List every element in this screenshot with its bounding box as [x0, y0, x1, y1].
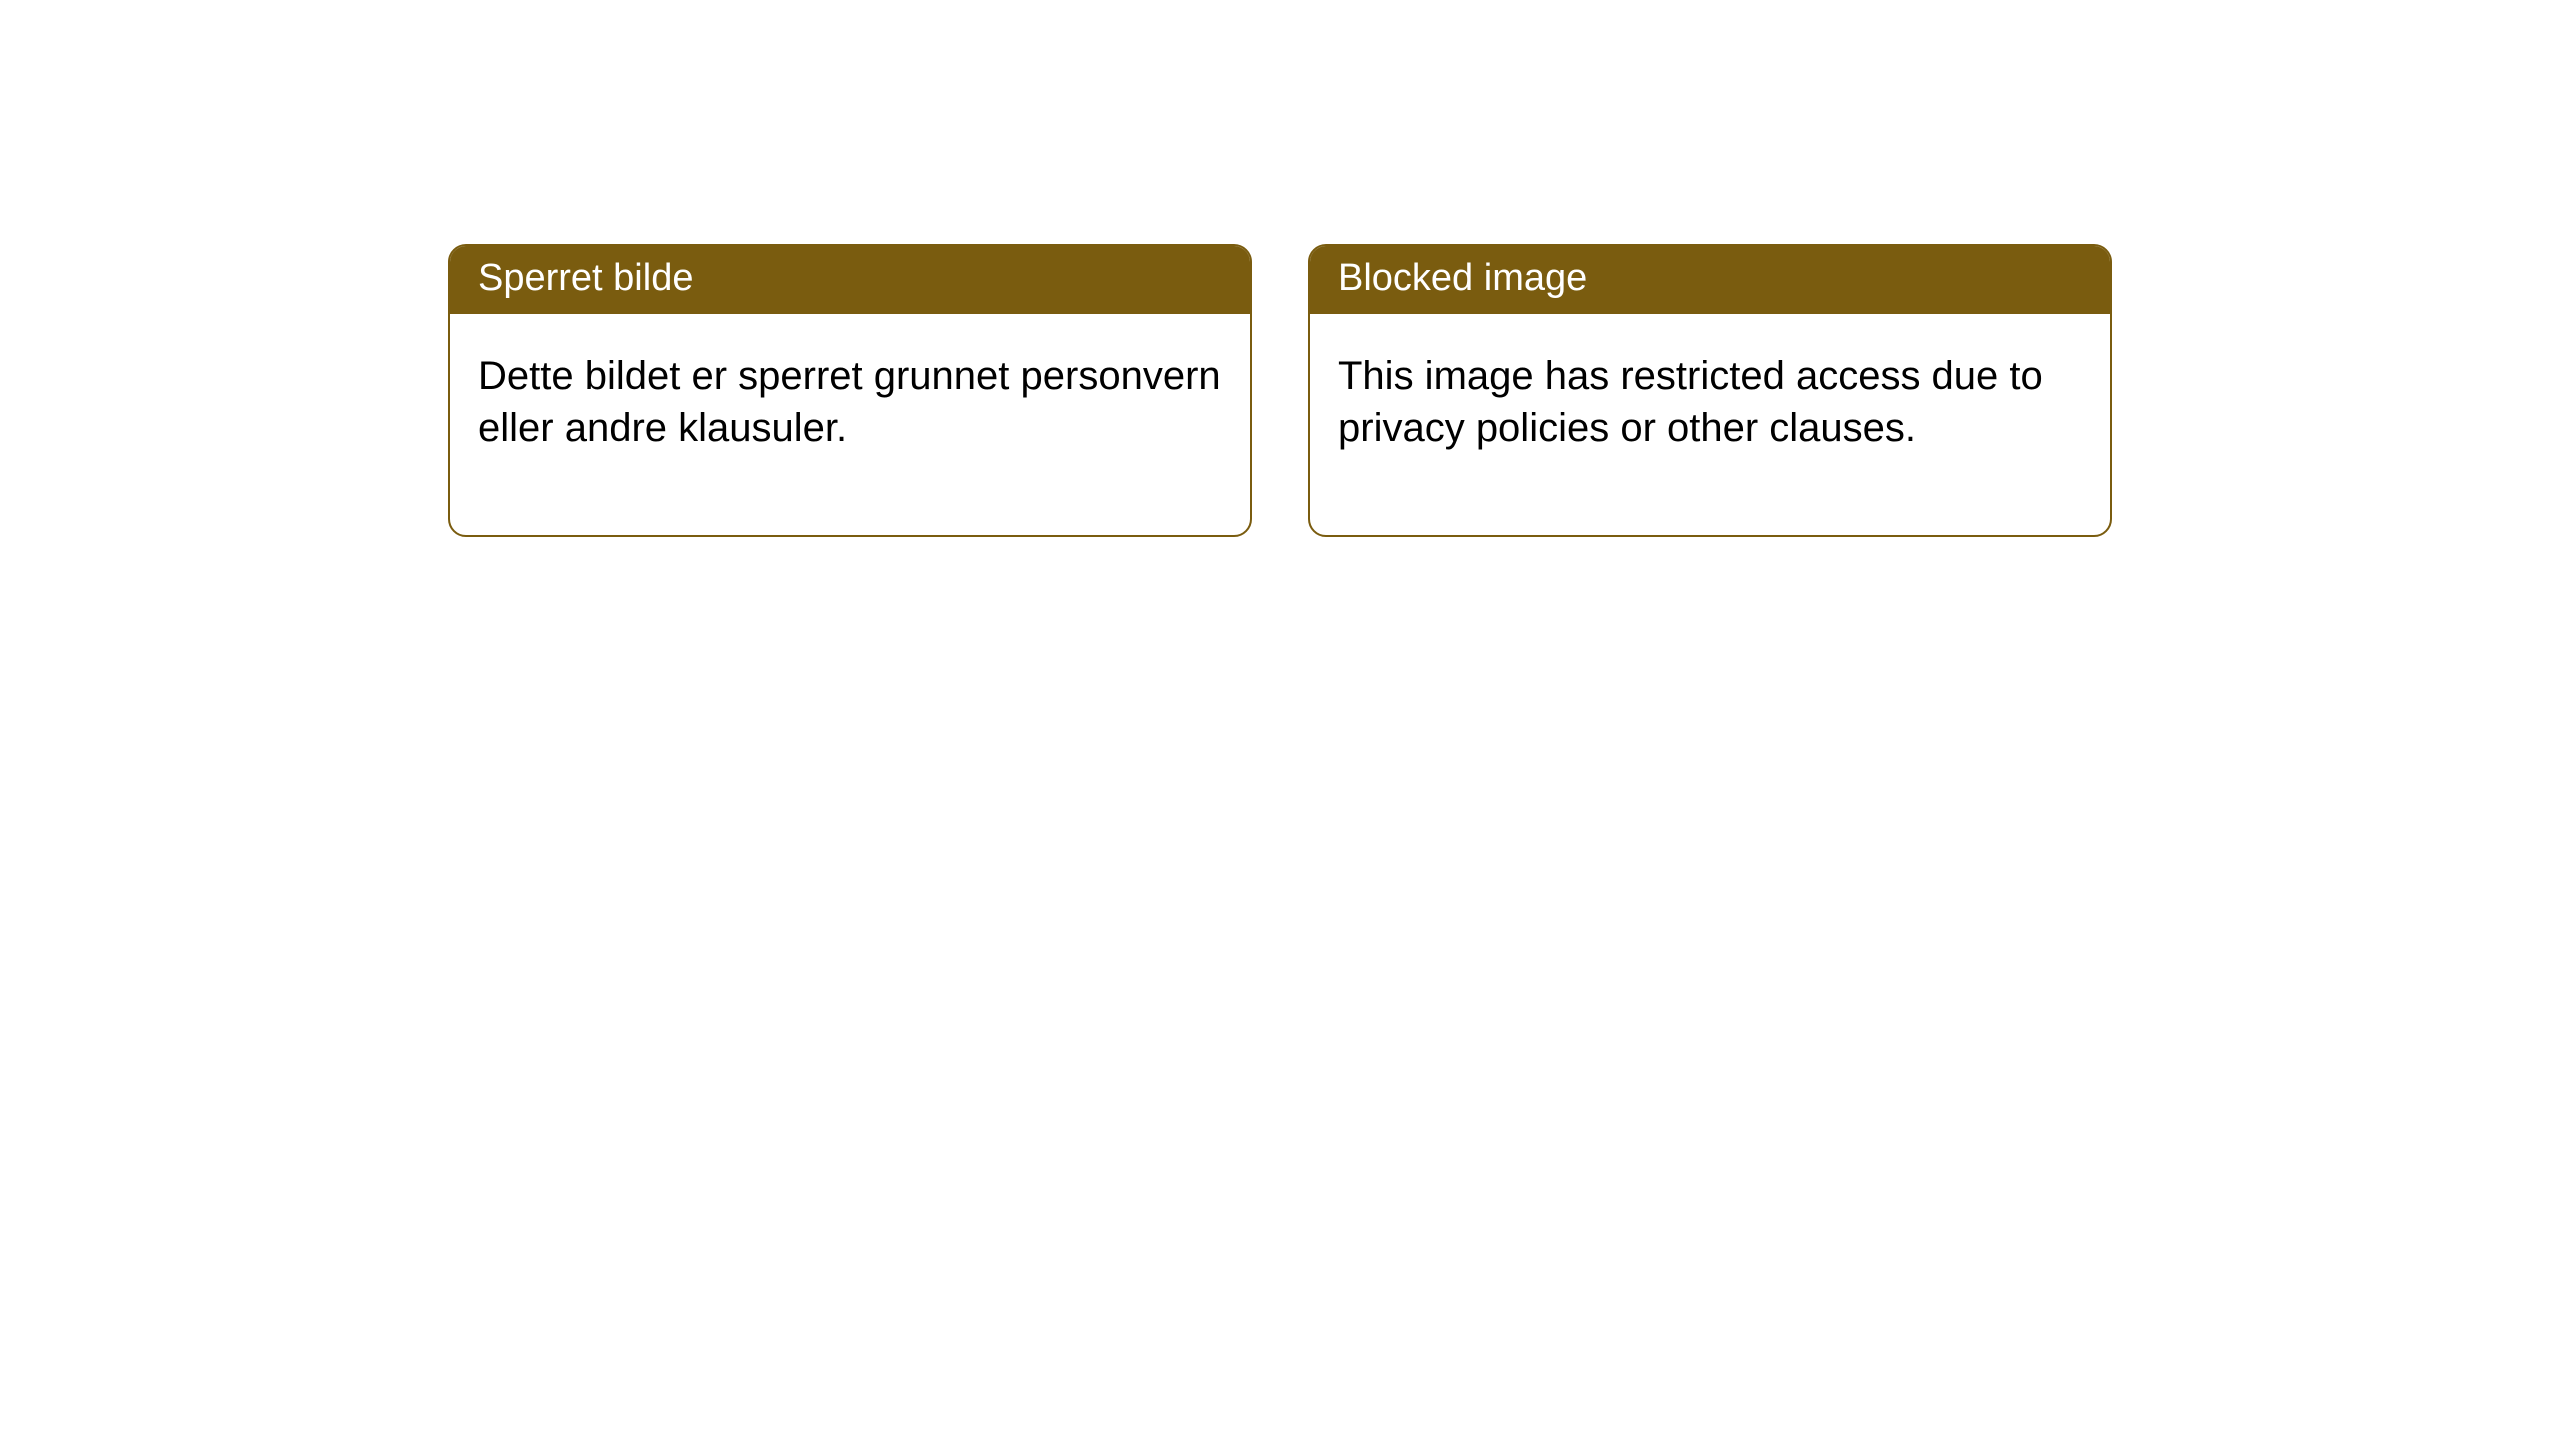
notice-cards-container: Sperret bilde Dette bildet er sperret gr…	[448, 244, 2112, 537]
card-body-text: Dette bildet er sperret grunnet personve…	[478, 354, 1221, 451]
card-header: Blocked image	[1310, 246, 2110, 314]
notice-card-norwegian: Sperret bilde Dette bildet er sperret gr…	[448, 244, 1252, 537]
card-body: Dette bildet er sperret grunnet personve…	[450, 314, 1250, 536]
card-header: Sperret bilde	[450, 246, 1250, 314]
card-title: Sperret bilde	[478, 257, 693, 299]
card-body: This image has restricted access due to …	[1310, 314, 2110, 536]
card-title: Blocked image	[1338, 257, 1587, 299]
notice-card-english: Blocked image This image has restricted …	[1308, 244, 2112, 537]
card-body-text: This image has restricted access due to …	[1338, 354, 2043, 451]
